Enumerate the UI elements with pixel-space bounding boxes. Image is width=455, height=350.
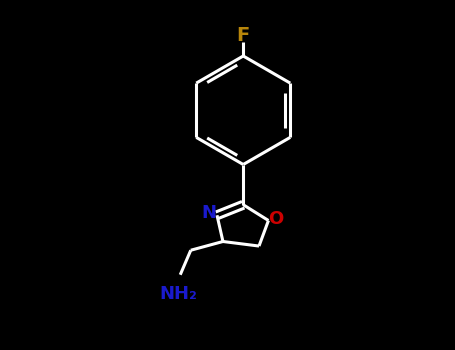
Text: O: O [268,210,284,228]
Text: N: N [202,204,217,223]
Text: NH₂: NH₂ [160,285,197,302]
Text: F: F [237,26,250,45]
